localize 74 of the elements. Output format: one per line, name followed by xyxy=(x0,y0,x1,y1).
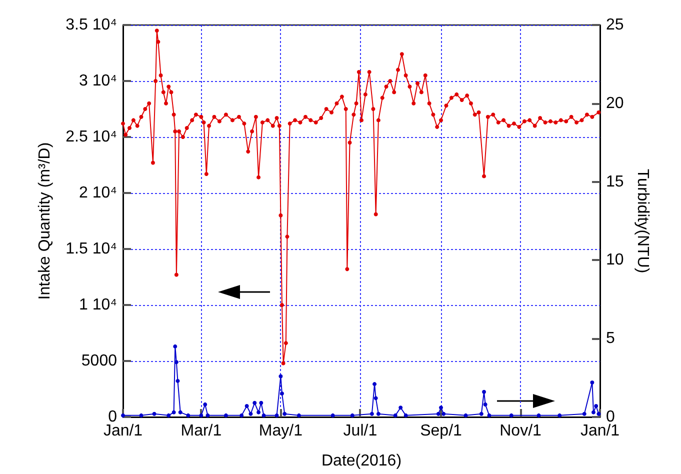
point xyxy=(178,410,182,414)
point xyxy=(393,413,398,418)
point xyxy=(582,412,586,416)
point xyxy=(278,374,283,378)
x-tick-label: Jan/1 xyxy=(580,422,620,440)
y2-tick-label: 15 xyxy=(606,173,624,190)
x-tick-label: Jan/1 xyxy=(103,422,143,440)
point xyxy=(166,413,171,418)
point xyxy=(224,413,228,418)
point xyxy=(121,413,125,418)
point xyxy=(262,413,266,418)
point xyxy=(172,410,176,414)
point xyxy=(591,410,596,414)
y-tick-label: 1 10⁴ xyxy=(78,296,118,314)
point xyxy=(370,412,374,416)
point xyxy=(174,360,178,364)
point xyxy=(248,412,253,416)
point xyxy=(558,413,562,418)
point xyxy=(186,413,190,418)
y2-tick-label: 25 xyxy=(606,16,624,34)
y-tick-label: 1.5 10⁴ xyxy=(66,240,118,258)
point xyxy=(206,413,210,418)
point xyxy=(259,400,264,405)
point xyxy=(256,410,261,414)
point xyxy=(590,380,594,385)
point xyxy=(594,404,598,408)
point xyxy=(240,413,244,418)
point xyxy=(464,413,468,418)
y-tick-label: 2.5 10⁴ xyxy=(66,128,118,146)
point xyxy=(482,390,486,394)
point xyxy=(280,391,284,396)
point xyxy=(173,344,178,348)
point xyxy=(350,413,354,418)
y-axis-title: Intake Quantity (m³/D) xyxy=(36,142,54,300)
y2-tick-label: 10 xyxy=(606,252,624,269)
y2-tick-label: 20 xyxy=(606,94,624,112)
x-tick-label: Nov/1 xyxy=(500,422,542,440)
point xyxy=(199,413,204,418)
point xyxy=(436,412,440,416)
point xyxy=(483,402,488,406)
y-tick-label: 0 xyxy=(108,408,118,426)
point xyxy=(203,402,208,406)
point xyxy=(296,413,301,418)
point xyxy=(398,406,403,410)
point xyxy=(536,413,541,418)
point xyxy=(404,413,408,418)
point xyxy=(152,412,156,416)
y2-tick-label: 5 xyxy=(606,330,615,348)
y-tick-label: 3 10⁴ xyxy=(78,72,118,90)
y-tick-label: 2 10⁴ xyxy=(78,184,118,202)
point xyxy=(479,412,484,416)
point xyxy=(330,413,335,418)
point xyxy=(244,404,249,408)
x-tick-label: May/1 xyxy=(258,422,303,440)
point xyxy=(509,413,514,418)
point xyxy=(442,412,446,416)
point xyxy=(487,413,492,418)
x-tick-label: Jul/1 xyxy=(343,422,378,440)
point xyxy=(274,413,279,418)
point xyxy=(439,406,443,410)
point xyxy=(374,396,378,400)
x-tick-label: Mar/1 xyxy=(180,422,222,440)
point xyxy=(372,382,377,386)
point xyxy=(282,412,287,416)
y2-axis-title: Turbidity(NTU) xyxy=(634,168,652,274)
y-tick-label: 5000 xyxy=(81,352,118,370)
point xyxy=(596,412,601,416)
x-tick-label: Sep/1 xyxy=(420,422,462,440)
point xyxy=(252,400,257,405)
y-tick-label: 3.5 10⁴ xyxy=(66,16,118,34)
x-axis-title: Date(2016) xyxy=(321,452,402,470)
point xyxy=(176,378,180,383)
point xyxy=(139,413,144,418)
point xyxy=(376,412,380,416)
